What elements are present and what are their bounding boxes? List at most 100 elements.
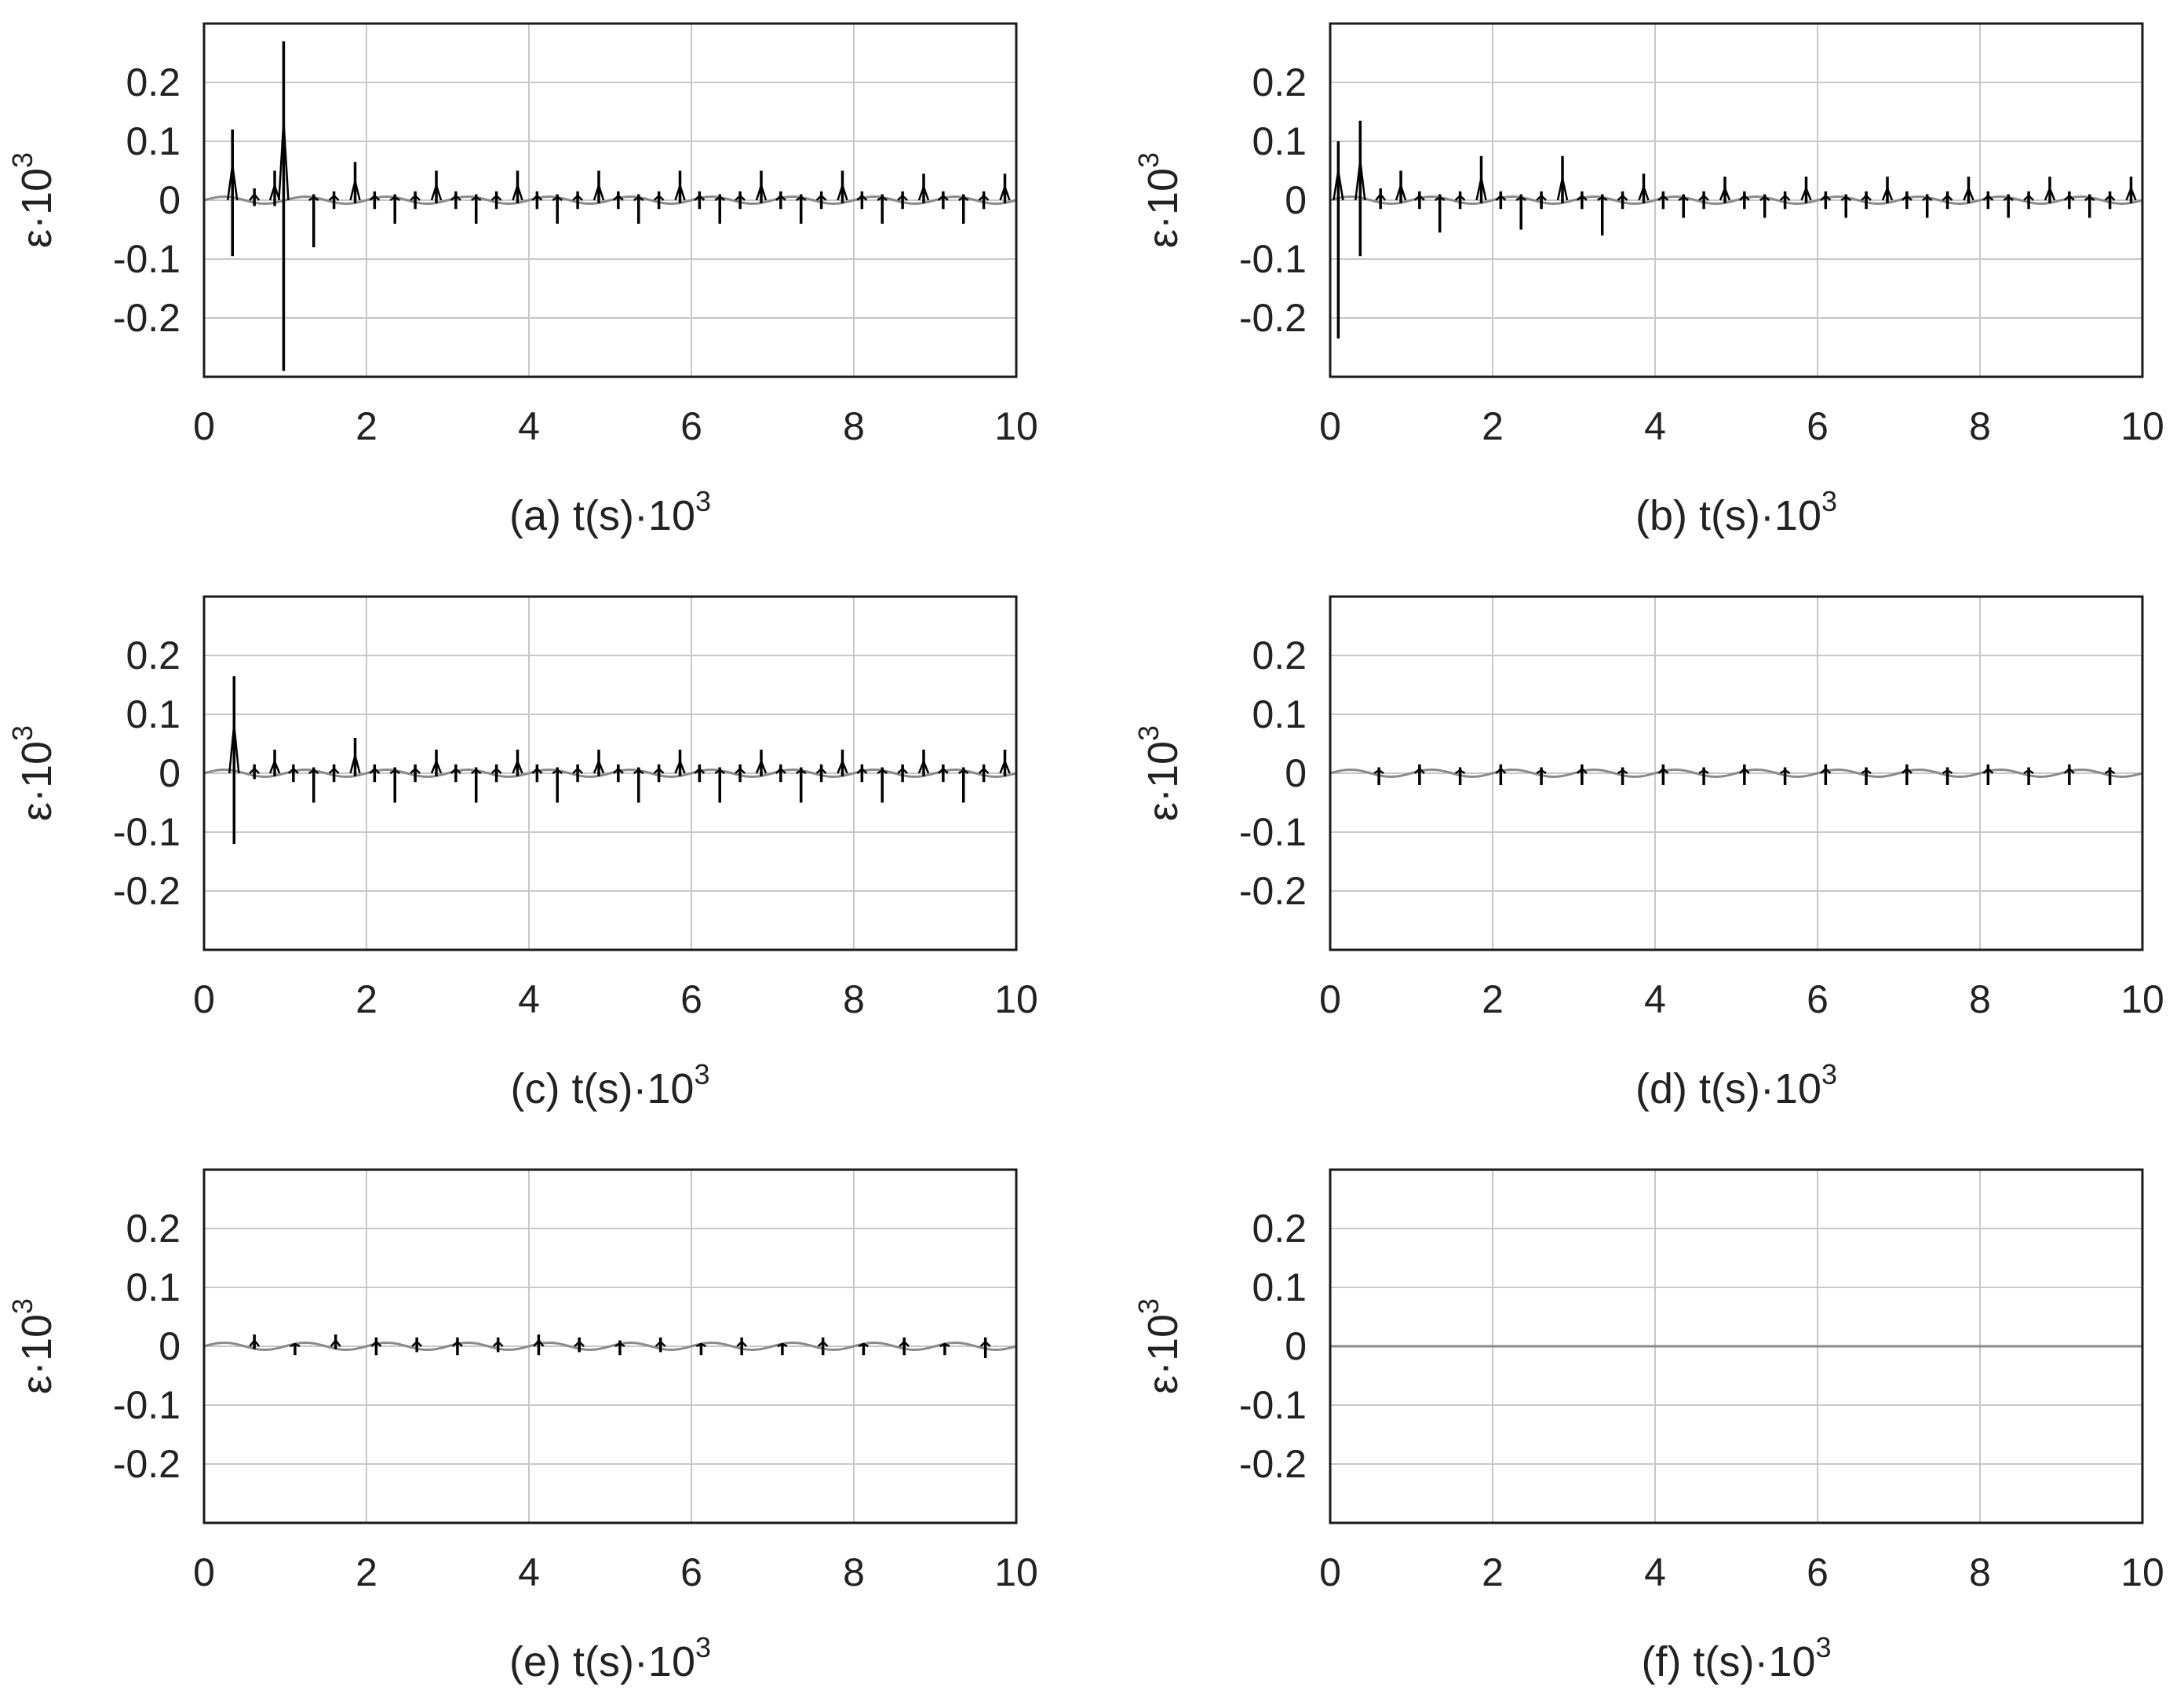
spike-shoulder xyxy=(1495,194,1507,201)
y-tick-label: 0.1 xyxy=(126,692,180,736)
y-tick-label: 0 xyxy=(1285,1324,1307,1368)
spike-shoulder xyxy=(369,194,381,201)
x-axis-caption: (e) t(s)·103 xyxy=(509,1631,711,1685)
panel-label: (d) xyxy=(1635,1065,1699,1112)
spike-shoulder xyxy=(1922,195,1933,202)
spike-shoulder xyxy=(1982,194,1994,201)
x-tick-label: 4 xyxy=(1644,404,1666,448)
x-axis-exponent: 3 xyxy=(1815,1631,1831,1663)
x-tick-label: 6 xyxy=(680,404,702,448)
spike-shoulder xyxy=(1597,195,1608,202)
spike-shoulder xyxy=(492,1340,504,1347)
spike-shoulder xyxy=(268,758,281,774)
spike-shoulder xyxy=(1982,767,1994,774)
y-tick-label: 0 xyxy=(159,1324,180,1368)
spike-shoulder xyxy=(370,1340,382,1347)
spike-shoulder xyxy=(1413,767,1425,774)
spike-shoulder xyxy=(633,769,644,775)
spike-shoulder xyxy=(572,194,583,201)
x-tick-label: 2 xyxy=(355,977,377,1021)
spike-shoulder xyxy=(1373,769,1384,775)
spike-shoulder xyxy=(450,767,461,774)
x-tick-label: 0 xyxy=(193,404,215,448)
x-tick-label: 4 xyxy=(1644,1550,1666,1594)
panel-label: (c) xyxy=(510,1065,571,1112)
spike-shoulder xyxy=(1576,194,1588,201)
y-tick-label: 0 xyxy=(159,751,180,795)
spike-shoulder xyxy=(695,1342,706,1348)
spike-shoulder xyxy=(939,1342,950,1348)
x-tick-label: 0 xyxy=(193,977,215,1021)
x-tick-label: 6 xyxy=(1807,404,1829,448)
spike-shoulder xyxy=(1759,195,1770,202)
spike-shoulder xyxy=(958,195,969,202)
plot-frame xyxy=(202,22,1018,378)
y-tick-label: 0.1 xyxy=(126,1265,180,1309)
x-tick-label: 2 xyxy=(355,404,377,448)
y-tick-label: -0.2 xyxy=(113,869,180,913)
x-axis-caption: (f) t(s)·103 xyxy=(1641,1631,1831,1685)
spike-shoulder xyxy=(531,767,543,774)
y-axis-label-text: ε·10 xyxy=(13,741,60,821)
spike-shoulder xyxy=(1779,769,1791,775)
spike-shoulder xyxy=(1515,195,1526,202)
spike-shoulder xyxy=(1820,194,1832,201)
spike-shoulder xyxy=(389,769,400,775)
spike-shoulder xyxy=(1800,185,1812,201)
spike-shoulder xyxy=(249,1338,261,1347)
y-axis-label: ε·103 xyxy=(1132,1298,1187,1394)
x-tick-label: 10 xyxy=(2120,404,2164,448)
spike-shoulder xyxy=(349,751,361,774)
spike-shoulder xyxy=(512,182,523,201)
spike-shoulder xyxy=(2023,194,2034,201)
spike-shoulder xyxy=(1556,177,1569,201)
spike-shoulder xyxy=(572,767,583,774)
baseline-signal xyxy=(203,1341,1017,1352)
y-tick-label: 0.2 xyxy=(1252,60,1307,104)
spike-shoulder xyxy=(897,767,908,774)
spike-shoulder xyxy=(877,195,888,202)
x-tick-label: 0 xyxy=(1319,1550,1341,1594)
x-axis-label: t(s)·10 xyxy=(573,492,695,539)
baseline-signal xyxy=(203,768,1017,779)
spike-shoulder xyxy=(1576,767,1588,774)
spike-shoulder xyxy=(452,1340,463,1347)
y-axis-label-text: ε·10 xyxy=(13,1314,60,1394)
spike-shoulder xyxy=(735,767,746,774)
spike-shoulder xyxy=(1698,194,1709,201)
x-axis-caption: (b) t(s)·103 xyxy=(1635,485,1837,539)
spike-shoulder xyxy=(2044,185,2056,201)
spike-shoulder xyxy=(999,758,1011,774)
spike-shoulder xyxy=(777,1342,788,1348)
y-tick-label: -0.2 xyxy=(1239,869,1307,913)
spike-shoulder xyxy=(1738,194,1750,201)
y-tick-label: -0.1 xyxy=(113,237,180,281)
x-tick-label: 4 xyxy=(518,977,540,1021)
y-tick-label: -0.2 xyxy=(1239,1442,1307,1486)
y-axis-label-text: ε·10 xyxy=(1139,1314,1187,1394)
spike-shoulder xyxy=(1963,185,1974,201)
spike-shoulder xyxy=(389,195,400,202)
y-axis-label: ε·103 xyxy=(6,725,60,821)
spike-shoulder xyxy=(1475,177,1487,201)
y-axis-label-text: ε·10 xyxy=(1139,741,1187,821)
x-tick-label: 6 xyxy=(1807,1550,1829,1594)
x-axis-exponent: 3 xyxy=(695,1631,711,1663)
spike-shoulder xyxy=(2003,195,2014,202)
spike-shoulder xyxy=(471,195,482,202)
baseline-signal xyxy=(1329,768,2143,779)
panel-label: (f) xyxy=(1641,1638,1693,1685)
spike-shoulder xyxy=(471,769,482,775)
y-tick-label: 0.2 xyxy=(126,1207,180,1250)
x-axis-caption: (c) t(s)·103 xyxy=(510,1058,709,1112)
spike-shoulder xyxy=(2104,194,2116,201)
baseline-signal xyxy=(1329,195,2143,206)
panel-label: (b) xyxy=(1635,492,1699,539)
y-tick-label: -0.2 xyxy=(113,1442,180,1486)
spike-shoulder xyxy=(328,767,340,774)
x-tick-label: 10 xyxy=(994,977,1038,1021)
